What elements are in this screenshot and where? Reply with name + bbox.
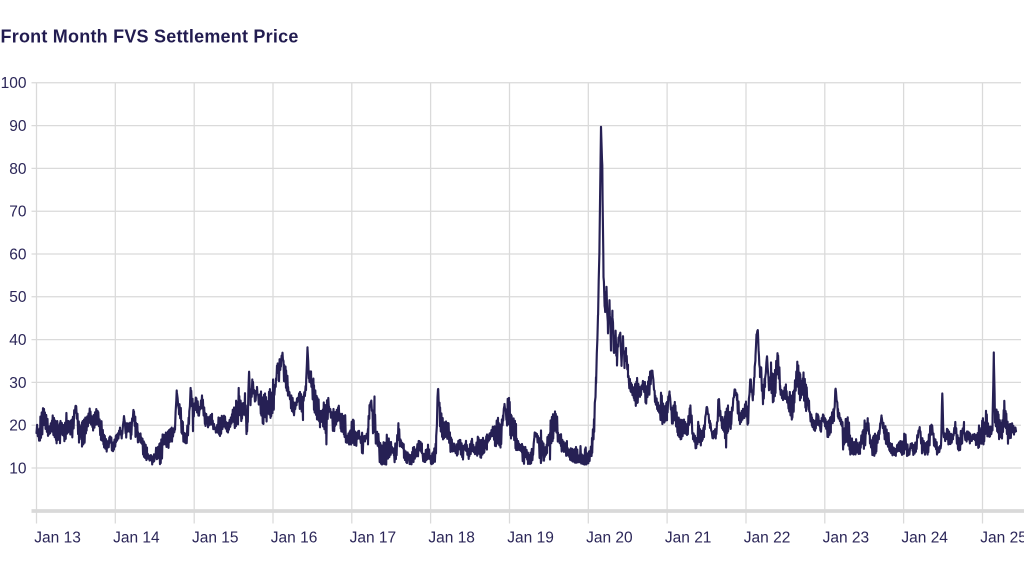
svg-text:Jan 19: Jan 19 bbox=[507, 530, 554, 547]
svg-text:Jan 24: Jan 24 bbox=[901, 530, 948, 547]
svg-text:60: 60 bbox=[9, 246, 27, 263]
svg-text:Jan 25: Jan 25 bbox=[980, 530, 1024, 547]
svg-text:Jan 22: Jan 22 bbox=[744, 530, 791, 547]
svg-text:90: 90 bbox=[9, 118, 27, 135]
svg-text:80: 80 bbox=[9, 161, 27, 178]
svg-text:40: 40 bbox=[9, 332, 27, 349]
svg-text:Jan 21: Jan 21 bbox=[665, 530, 712, 547]
svg-text:Jan 13: Jan 13 bbox=[34, 530, 81, 547]
svg-text:Jan 18: Jan 18 bbox=[428, 530, 475, 547]
svg-text:Front Month FVS Settlement Pri: Front Month FVS Settlement Price bbox=[1, 27, 299, 47]
svg-text:Jan 20: Jan 20 bbox=[586, 530, 633, 547]
svg-text:Jan 23: Jan 23 bbox=[823, 530, 870, 547]
svg-text:Jan 17: Jan 17 bbox=[350, 530, 397, 547]
svg-text:Jan 16: Jan 16 bbox=[271, 530, 318, 547]
svg-text:Jan 15: Jan 15 bbox=[192, 530, 239, 547]
svg-text:100: 100 bbox=[1, 75, 27, 92]
svg-text:50: 50 bbox=[9, 289, 27, 306]
svg-text:10: 10 bbox=[9, 460, 27, 477]
svg-text:70: 70 bbox=[9, 204, 27, 221]
svg-text:Jan 14: Jan 14 bbox=[113, 530, 160, 547]
svg-text:20: 20 bbox=[9, 418, 27, 435]
svg-text:30: 30 bbox=[9, 375, 27, 392]
